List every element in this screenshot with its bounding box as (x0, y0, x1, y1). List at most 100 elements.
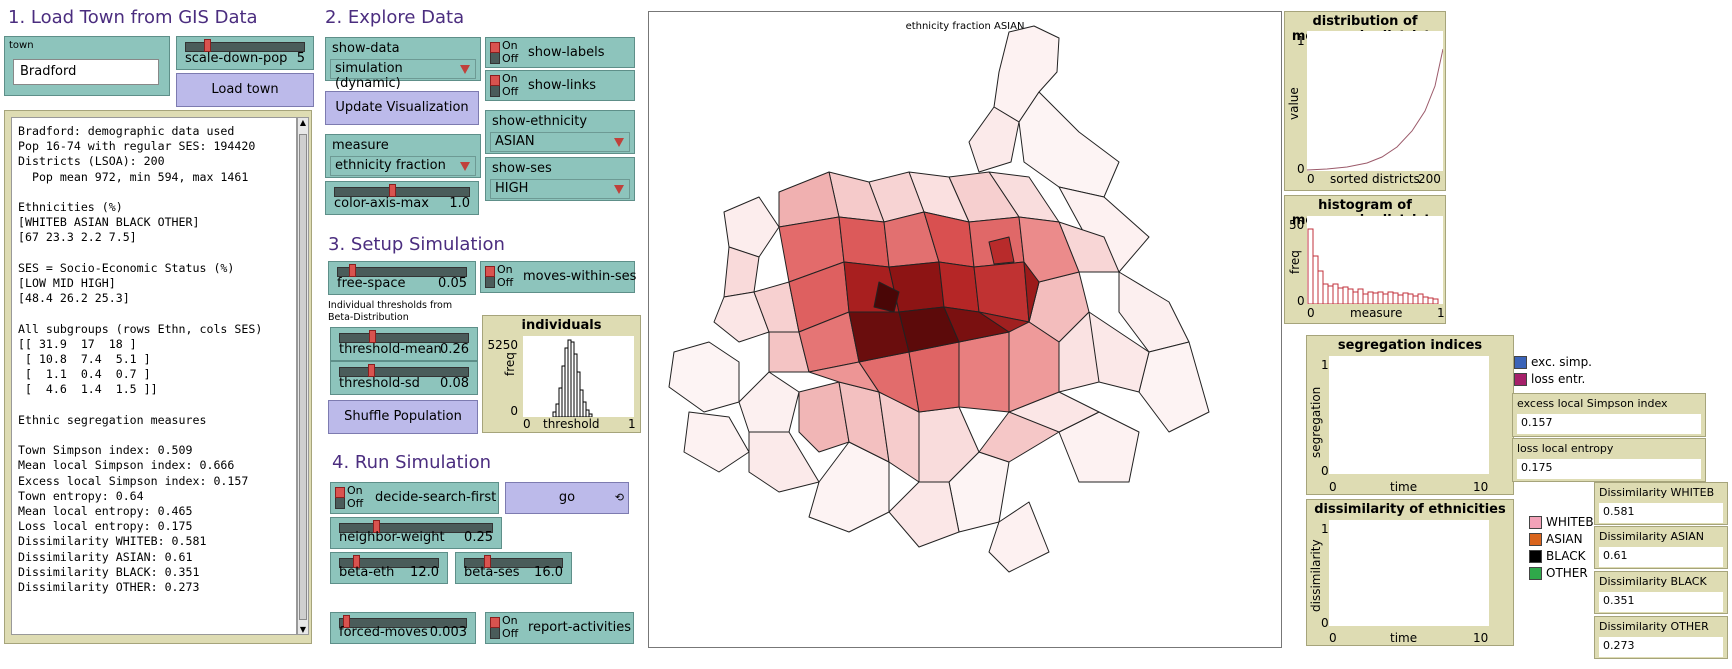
switch-on-label: On (502, 39, 518, 52)
slider-handle[interactable] (389, 184, 396, 197)
y-max-label: 50 (1289, 218, 1305, 232)
chooser-value[interactable]: simulation (dynamic) (330, 59, 476, 91)
switch-toggle[interactable] (485, 266, 495, 277)
measure-chooser[interactable]: measure ethnicity fraction (325, 134, 481, 178)
switch-toggle[interactable] (490, 42, 500, 53)
y-min-label: 0 (1297, 294, 1305, 308)
x-max-label: 10 (1473, 480, 1489, 494)
chooser-value-text: ethnicity fraction (335, 158, 446, 173)
monitor-label: excess local Simpson index (1517, 397, 1668, 410)
legend-swatch (1529, 533, 1542, 546)
legend-swatch (1529, 550, 1542, 563)
x-max-label: 10 (1473, 631, 1489, 645)
segregation-plot: segregation indices 1 0 segregation 0 ti… (1306, 335, 1592, 495)
slider-handle[interactable] (204, 39, 211, 52)
dissimilarity-black-monitor: Dissimilarity BLACK 0.351 (1594, 571, 1728, 614)
chooser-value[interactable]: ethnicity fraction (330, 156, 476, 176)
scroll-up-icon[interactable]: ▲ (299, 118, 307, 127)
threshold-sd-slider[interactable]: threshold-sd 0.08 (330, 361, 478, 395)
chooser-label: show-data (332, 41, 400, 56)
shuffle-population-button[interactable]: Shuffle Population (328, 400, 478, 434)
slider-value: 0.003 (429, 625, 467, 640)
monitor-label: loss local entropy (1517, 442, 1614, 455)
show-ethnicity-chooser[interactable]: show-ethnicity ASIAN (485, 110, 635, 154)
switch-toggle[interactable] (490, 617, 500, 628)
x-min-label: 0 (1307, 306, 1315, 320)
y-max-label: 1 (1321, 522, 1329, 536)
slider-handle[interactable] (368, 364, 375, 377)
slider-handle[interactable] (353, 555, 360, 568)
x-axis-label: time (1390, 480, 1418, 494)
report-activities-switch[interactable]: On Off report-activities (485, 612, 634, 644)
dissimilarity-plot-area (1329, 520, 1489, 626)
load-town-button[interactable]: Load town (176, 73, 314, 107)
scale-down-pop-slider[interactable]: scale-down-pop 5 (176, 36, 314, 70)
show-ses-chooser[interactable]: show-ses HIGH (485, 157, 635, 201)
monitor-label: Dissimilarity OTHER (1599, 620, 1709, 633)
section-explore-title: 2. Explore Data (325, 7, 465, 28)
slider-handle[interactable] (369, 330, 376, 343)
slider-handle[interactable] (484, 555, 491, 568)
beta-eth-slider[interactable]: beta-eth 12.0 (330, 552, 448, 584)
legend-swatch (1529, 516, 1542, 529)
forced-moves-slider[interactable]: forced-moves 0.003 (330, 612, 476, 644)
dropdown-arrow-icon (460, 162, 470, 171)
town-input-widget[interactable]: town Bradford (4, 36, 170, 96)
threshold-mean-slider[interactable]: threshold-mean 0.26 (330, 327, 478, 361)
legend-label: exc. simp. (1531, 355, 1592, 369)
y-axis-label: value (1287, 87, 1301, 120)
output-panel: Bradford: demographic data used Pop 16-7… (4, 110, 312, 644)
y-axis-label: freq (1288, 250, 1302, 274)
y-min-label: 0 (510, 404, 518, 418)
map-view[interactable]: ethnicity fraction ASIAN (648, 11, 1282, 648)
decide-search-first-switch[interactable]: On Off decide-search-first (330, 482, 499, 514)
switch-label: show-links (528, 78, 597, 93)
slider-label: threshold-sd (339, 376, 420, 391)
free-space-slider[interactable]: free-space 0.05 (328, 261, 476, 295)
legend-item: BLACK (1529, 548, 1594, 565)
town-input-field[interactable]: Bradford (13, 59, 159, 85)
slider-handle[interactable] (343, 615, 350, 628)
x-min-label: 0 (1329, 631, 1337, 645)
show-labels-switch[interactable]: On Off show-labels (485, 37, 635, 68)
slider-label: free-space (337, 276, 406, 291)
chooser-value[interactable]: HIGH (490, 179, 630, 199)
slider-value: 16.0 (534, 565, 563, 580)
go-button[interactable]: go ⟲ (505, 482, 629, 514)
slider-handle[interactable] (349, 264, 356, 277)
output-scrollbar[interactable]: ▲ ▼ (297, 117, 309, 635)
legend-item: ASIAN (1529, 531, 1594, 548)
update-visualization-button[interactable]: Update Visualization (325, 91, 479, 125)
switch-on-label: On (347, 484, 363, 497)
switch-label: moves-within-ses (523, 269, 637, 284)
color-axis-max-slider[interactable]: color-axis-max 1.0 (325, 181, 479, 215)
switch-label: report-activities (528, 620, 632, 635)
chooser-value-text: simulation (dynamic) (335, 61, 403, 91)
map-title: ethnicity fraction ASIAN (905, 21, 1025, 32)
output-area[interactable]: Bradford: demographic data used Pop 16-7… (11, 117, 297, 635)
chooser-value-text: HIGH (495, 181, 529, 196)
dissimilarity-whiteb-monitor: Dissimilarity WHITEB 0.581 (1594, 482, 1728, 525)
segregation-legend: exc. simp. loss entr. (1514, 354, 1592, 388)
monitor-value: 0.273 (1599, 637, 1723, 657)
legend-label: BLACK (1546, 549, 1586, 563)
switch-toggle[interactable] (490, 75, 500, 86)
switch-toggle[interactable] (335, 487, 345, 498)
slider-value: 0.25 (464, 530, 493, 545)
slider-handle[interactable] (373, 520, 380, 533)
x-max-label: 1 (628, 417, 636, 431)
show-data-chooser[interactable]: show-data simulation (dynamic) (325, 37, 481, 91)
beta-ses-slider[interactable]: beta-ses 16.0 (455, 552, 572, 584)
excess-simpson-monitor: excess local Simpson index 0.157 (1512, 393, 1706, 437)
legend-item: OTHER (1529, 565, 1594, 582)
distribution-plot: distribution of measure in districts 1 0… (1284, 11, 1446, 191)
moves-within-ses-switch[interactable]: On Off moves-within-ses (480, 261, 637, 293)
scroll-down-icon[interactable]: ▼ (299, 625, 307, 634)
scrollbar-thumb[interactable] (299, 134, 307, 620)
chooser-value[interactable]: ASIAN (490, 132, 630, 152)
slider-label: beta-ses (464, 565, 520, 580)
y-max-label: 5250 (487, 338, 518, 352)
show-links-switch[interactable]: On Off show-links (485, 70, 635, 101)
x-min-label: 0 (1329, 480, 1337, 494)
neighbor-weight-slider[interactable]: neighbor-weight 0.25 (330, 517, 502, 549)
